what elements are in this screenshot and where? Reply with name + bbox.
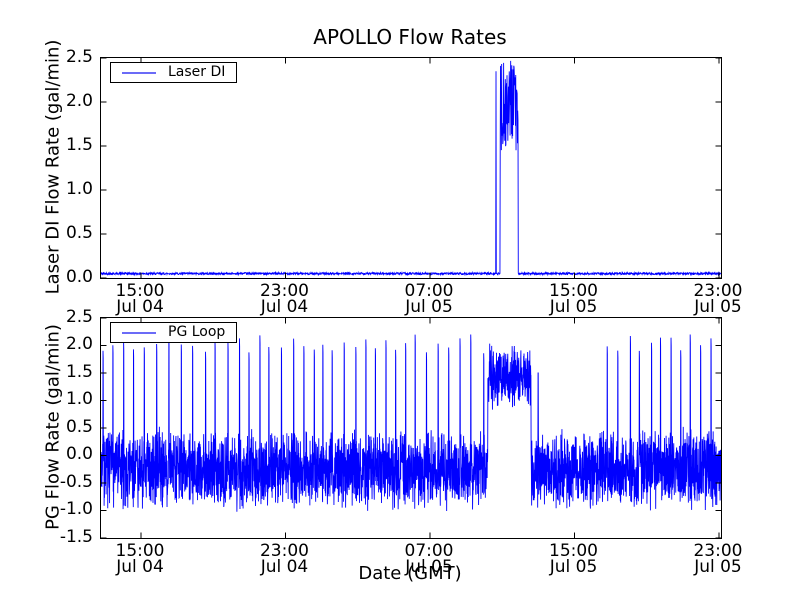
x-tick-label: 15:00 Jul 05	[549, 281, 598, 317]
x-tick-label: 23:00 Jul 05	[693, 281, 743, 317]
y-tick-label: 2.0	[65, 90, 93, 111]
pg-loop-legend: PG Loop	[110, 322, 238, 343]
series-line	[101, 334, 721, 512]
y-tick-label: -0.5	[59, 471, 93, 492]
pg-loop-plot-canvas	[101, 318, 721, 538]
x-tick-label: 15:00 Jul 04	[115, 541, 165, 577]
laser-di-legend: Laser DI	[110, 62, 238, 83]
pg-loop-plot: PG Loop	[100, 317, 722, 539]
y-tick-label: 2.5	[65, 306, 93, 327]
y-tick-label: 0.5	[65, 222, 93, 243]
y-tick-label: 0.0	[65, 266, 93, 287]
top-y-axis-label: Laser DI Flow Rate (gal/min)	[42, 39, 64, 295]
series-line	[101, 60, 721, 277]
legend-label: Laser DI	[168, 64, 226, 80]
x-tick-label: 07:00 Jul 05	[404, 541, 454, 577]
laser-di-plot-canvas	[101, 58, 721, 278]
y-tick-label: -1.5	[59, 526, 93, 547]
y-tick-label: 2.0	[65, 334, 93, 354]
legend-line-icon	[122, 331, 156, 334]
x-axis-label: Date (GMT)	[358, 563, 462, 584]
x-tick-label: 23:00 Jul 04	[259, 281, 309, 317]
y-tick-label: 2.5	[65, 46, 93, 67]
y-tick-label: 1.0	[65, 389, 93, 409]
x-tick-label: 15:00 Jul 05	[549, 541, 598, 577]
legend-line-icon	[122, 71, 156, 74]
x-tick-label: 15:00 Jul 04	[115, 281, 165, 317]
y-tick-label: 0.0	[65, 444, 93, 464]
y-tick-label: -1.0	[59, 499, 93, 519]
x-tick-label: 07:00 Jul 05	[404, 281, 454, 317]
laser-di-plot: Laser DI	[100, 57, 722, 279]
legend-label: PG Loop	[168, 324, 226, 340]
x-tick-label: 23:00 Jul 04	[259, 541, 309, 577]
y-tick-label: 1.5	[65, 134, 93, 155]
x-tick-label: 23:00 Jul 05	[693, 541, 743, 577]
chart-title: APOLLO Flow Rates	[313, 25, 507, 49]
y-tick-label: 1.0	[65, 178, 93, 199]
y-tick-label: 0.5	[65, 416, 93, 437]
y-tick-label: 1.5	[65, 361, 93, 382]
